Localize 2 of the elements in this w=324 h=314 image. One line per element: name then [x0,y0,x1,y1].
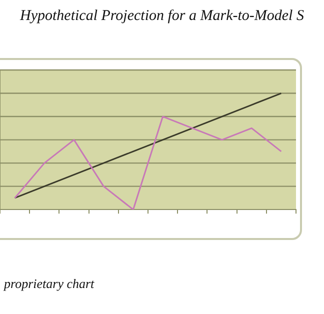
chart-title: Hypothetical Projection for a Mark-to-Model S [18,8,305,25]
text: proprietary chart [4,276,94,292]
